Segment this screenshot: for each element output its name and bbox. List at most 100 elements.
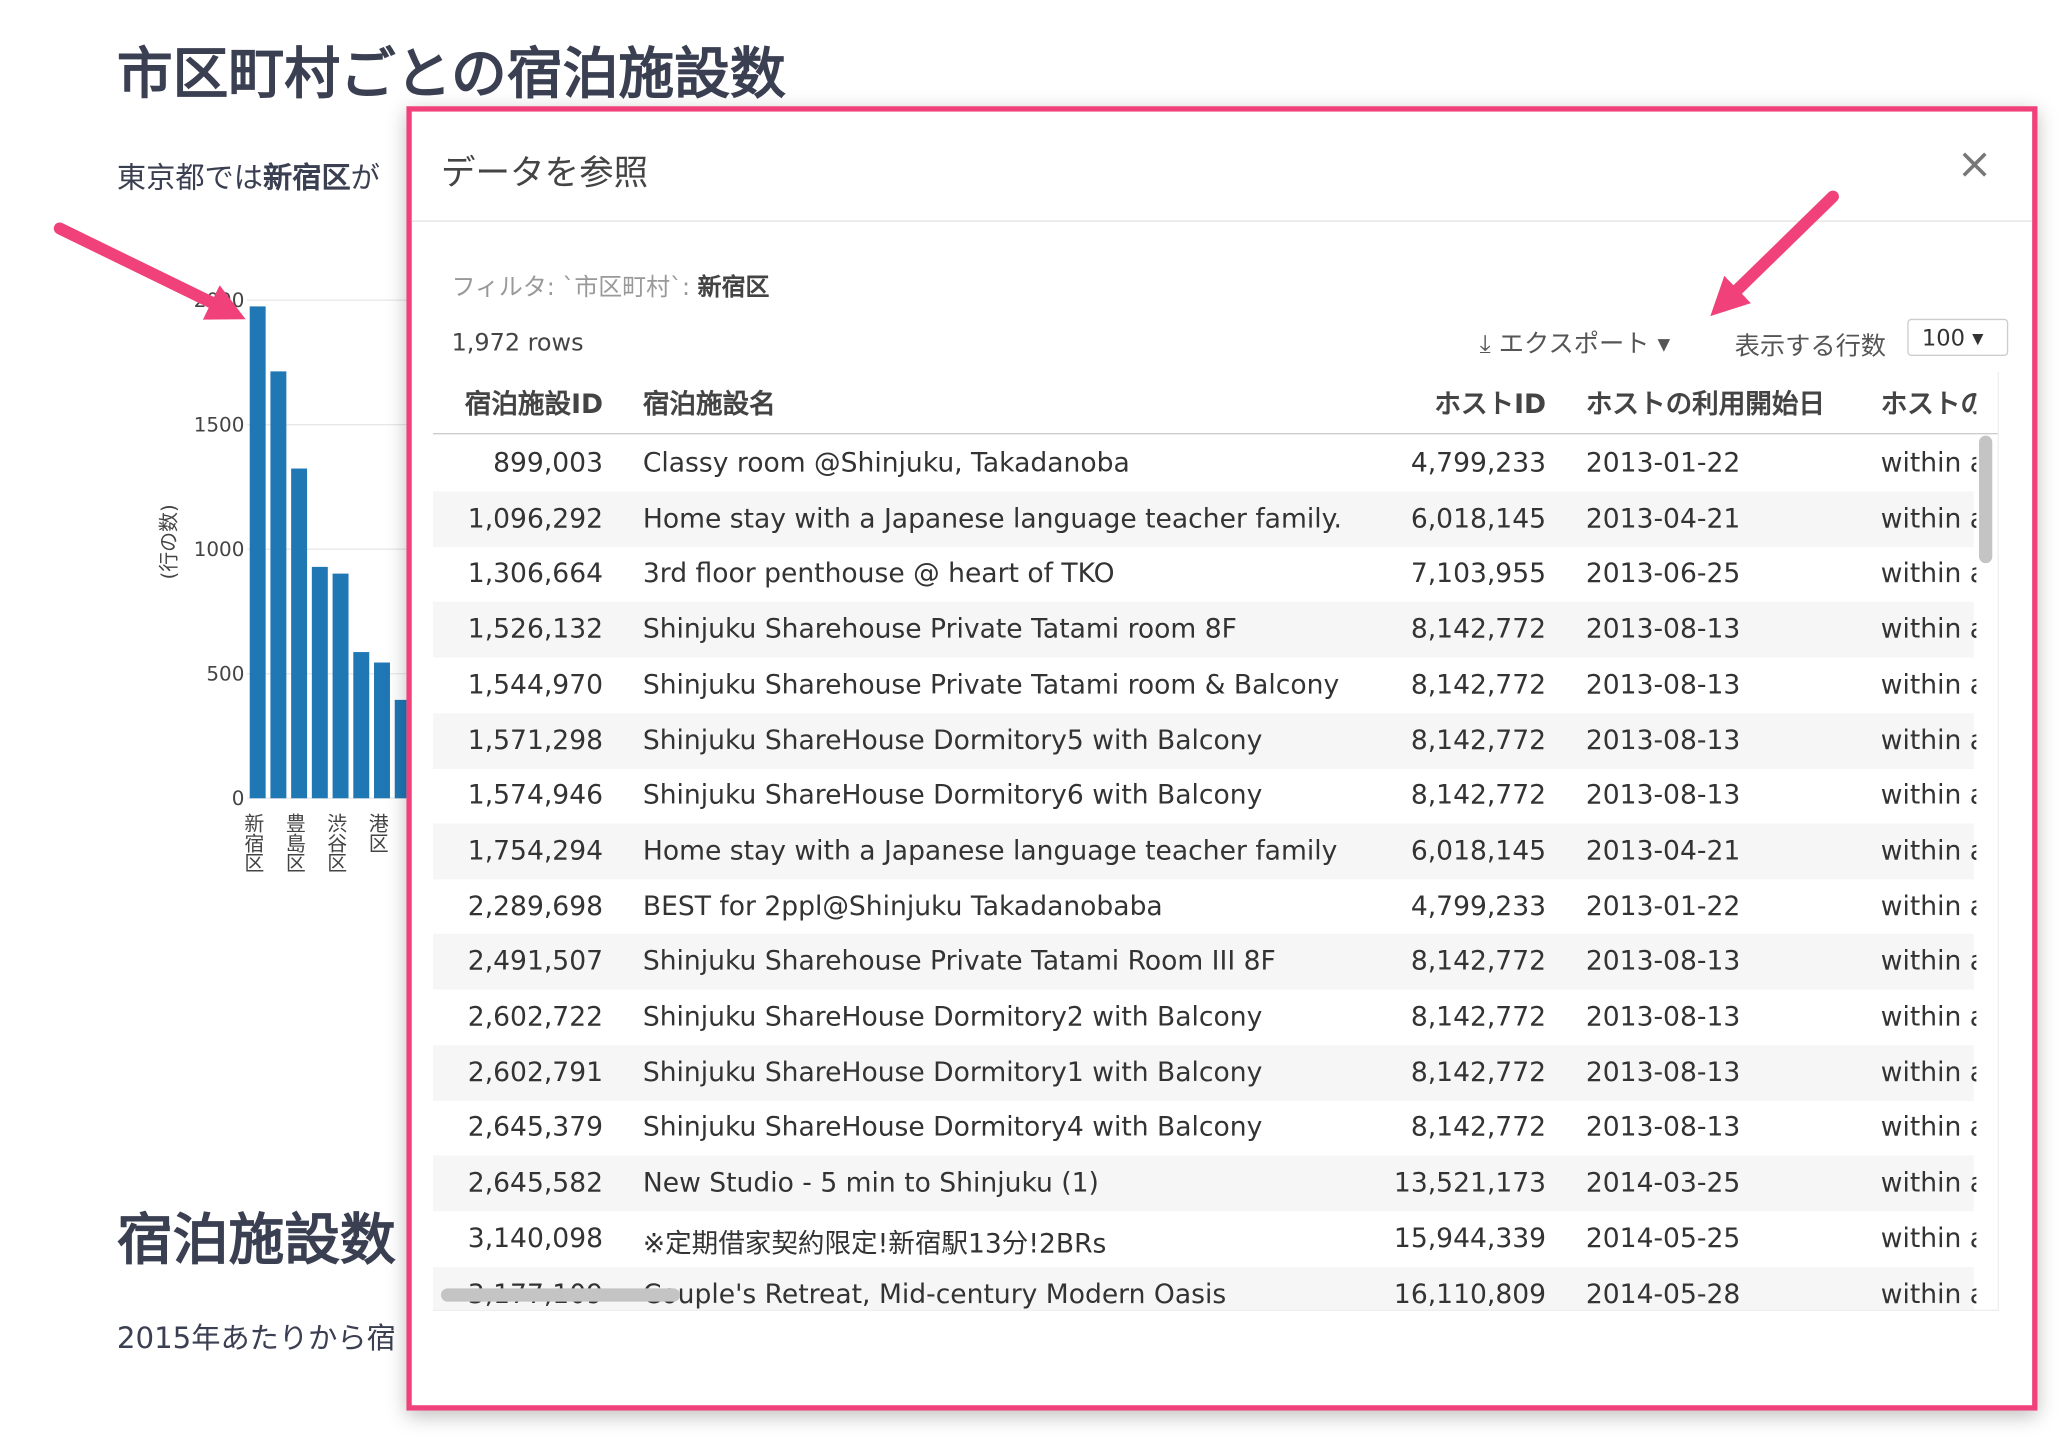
table-cell: Shinjuku Sharehouse Private Tatami Room … <box>642 944 1276 977</box>
filter-value: 新宿区 <box>697 273 770 302</box>
row-stripe <box>432 934 1974 990</box>
text-bold: 新宿区 <box>263 162 351 196</box>
close-button[interactable]: × <box>1956 138 1993 189</box>
row-count: 1,972 rows <box>451 329 584 358</box>
table-cell: 2,602,791 <box>467 1055 604 1088</box>
bar <box>311 566 328 799</box>
row-stripe <box>432 491 1974 547</box>
table-cell: within an hour <box>1880 612 1977 645</box>
filter-label: フィルタ: <box>451 273 555 302</box>
table-cell: 2013-08-13 <box>1585 723 1741 756</box>
table-cell: 1,526,132 <box>467 612 604 645</box>
horizontal-scrollbar[interactable] <box>440 1288 681 1302</box>
table-cell: Shinjuku ShareHouse Dormitory6 with Balc… <box>642 778 1263 811</box>
export-button[interactable]: ⤓ エクスポート ▾ <box>1480 324 1671 360</box>
table-cell: Shinjuku ShareHouse Dormitory1 with Balc… <box>642 1055 1263 1088</box>
table-cell: 2013-08-13 <box>1585 1000 1741 1033</box>
header-divider <box>432 432 1998 435</box>
table-cell: 2013-08-13 <box>1585 1055 1741 1088</box>
y-tick-label: 500 <box>206 662 244 685</box>
table-cell: 2,289,698 <box>467 889 604 922</box>
table-cell: within an hour <box>1880 1166 1977 1199</box>
table-cell: 899,003 <box>493 446 604 479</box>
divider <box>411 220 2033 222</box>
table-cell: 8,142,772 <box>1410 778 1547 811</box>
table-cell: within an hour <box>1880 667 1977 700</box>
data-table: 宿泊施設ID 宿泊施設名 ホストID ホストの利用開始日 ホストの返信時間 899,003… <box>432 371 1999 1311</box>
table-cell: New Studio - 5 min to Shinjuku (1) <box>642 1166 1099 1199</box>
column-header: 宿泊施設ID <box>464 387 604 420</box>
table-cell: 1,096,292 <box>467 501 604 534</box>
page-title: 市区町村ごとの宿泊施設数 <box>116 41 786 107</box>
row-stripe <box>432 1044 1974 1101</box>
table-cell: ※定期借家契約限定!新宿駅13分!2BRs <box>642 1226 1107 1259</box>
paragraph: 2015年あたりから宿 <box>116 1322 396 1357</box>
arrow <box>53 222 246 320</box>
table-cell: 3rd floor penthouse @ heart of TKO <box>642 557 1115 589</box>
x-tick-label: 渋谷区 <box>324 812 347 872</box>
table-cell: BEST for 2ppl@Shinjuku Takadanobaba <box>642 889 1163 922</box>
table-cell: within an hour <box>1880 833 1977 866</box>
table-cell: 2,491,507 <box>467 944 604 977</box>
column-header: ホストの返信時間 <box>1880 387 1977 420</box>
bar <box>291 468 308 799</box>
data-dialog: データを参照 × フィルタ: `市区町村`: 新宿区 1,972 rows ⤓ … <box>406 106 2038 1411</box>
table-cell: Classy room @Shinjuku, Takadanoba <box>642 446 1130 479</box>
table-cell: 2013-08-13 <box>1585 944 1741 977</box>
table-cell: within an hour <box>1880 1000 1977 1033</box>
table-cell: 2013-08-13 <box>1585 778 1741 811</box>
table-cell: 8,142,772 <box>1410 667 1547 700</box>
table-cell: 3,140,098 <box>467 1221 604 1254</box>
rows-shown-value: 100 <box>1921 325 1966 352</box>
bar <box>332 573 349 799</box>
table-cell: 6,018,145 <box>1410 833 1547 866</box>
filter: フィルタ: `市区町村`: 新宿区 <box>452 268 770 303</box>
table-cell: 2,645,582 <box>467 1166 604 1199</box>
table-cell: 7,103,955 <box>1410 557 1547 589</box>
table-cell: Shinjuku ShareHouse Dormitory5 with Balc… <box>642 723 1263 756</box>
column-header: ホストID <box>1434 387 1547 420</box>
row-stripe <box>432 601 1974 658</box>
rows-shown-select[interactable]: 100 ▾ <box>1907 318 2009 356</box>
row-stripe <box>432 1155 1974 1212</box>
table-cell: 1,574,946 <box>467 778 604 811</box>
x-tick-label: 新宿区 <box>241 812 264 872</box>
table-cell: 2013-06-25 <box>1585 557 1741 589</box>
table-cell: 2013-08-13 <box>1585 1110 1741 1143</box>
table-cell: 1,571,298 <box>467 723 604 756</box>
y-axis-label: (行の数) <box>157 504 180 579</box>
x-tick-label: 豊島区 <box>282 812 305 872</box>
table-cell: within an hour <box>1880 446 1977 479</box>
table-cell: within an hour <box>1880 778 1977 811</box>
table-cell: 2,602,722 <box>467 1000 604 1033</box>
section-heading: 宿泊施設数 <box>116 1207 396 1273</box>
table-cell: 1,754,294 <box>467 833 604 866</box>
table-cell: within an hour <box>1880 1277 1977 1309</box>
dialog-title: データを参照 <box>440 154 649 194</box>
table-cell: Shinjuku Sharehouse Private Tatami room … <box>642 612 1237 645</box>
table-cell: 2013-08-13 <box>1585 667 1741 700</box>
table-cell: 15,944,339 <box>1393 1221 1547 1254</box>
paragraph: 東京都では新宿区が <box>117 154 380 197</box>
table-cell: 8,142,772 <box>1410 944 1547 977</box>
bar <box>353 652 370 799</box>
x-tick-label: 港区 <box>365 812 388 852</box>
table-cell: 8,142,772 <box>1410 1110 1547 1143</box>
table-cell: 2013-01-22 <box>1585 889 1741 922</box>
bar <box>249 306 266 799</box>
filter-column: `市区町村`: <box>562 273 691 302</box>
row-stripe <box>432 1266 1974 1310</box>
table-cell: Couple's Retreat, Mid-century Modern Oas… <box>642 1277 1227 1309</box>
download-icon: ⤓ <box>1479 329 1499 359</box>
vertical-scrollbar[interactable] <box>1979 435 1993 564</box>
table-cell: 2013-04-21 <box>1585 833 1741 866</box>
caret: ▾ <box>1965 325 1984 352</box>
table-cell: within an hour <box>1880 1221 1977 1254</box>
table-cell: Home stay with a Japanese language teach… <box>642 833 1338 866</box>
table-cell: within an hour <box>1880 889 1977 922</box>
y-tick-label: 0 <box>232 787 245 810</box>
table-cell: 2014-05-28 <box>1585 1277 1741 1309</box>
table-cell: 8,142,772 <box>1410 612 1547 645</box>
